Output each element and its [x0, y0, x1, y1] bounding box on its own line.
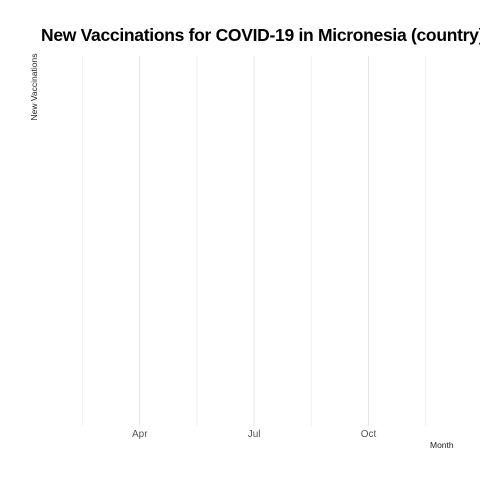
- x-axis-label: Month: [430, 440, 454, 450]
- x-tick-label-oct: Oct: [361, 429, 377, 440]
- chart-title: New Vaccinations for COVID-19 in Microne…: [41, 25, 480, 45]
- x-tick-label-apr: Apr: [132, 429, 148, 440]
- x-tick-label-jul: Jul: [248, 429, 261, 440]
